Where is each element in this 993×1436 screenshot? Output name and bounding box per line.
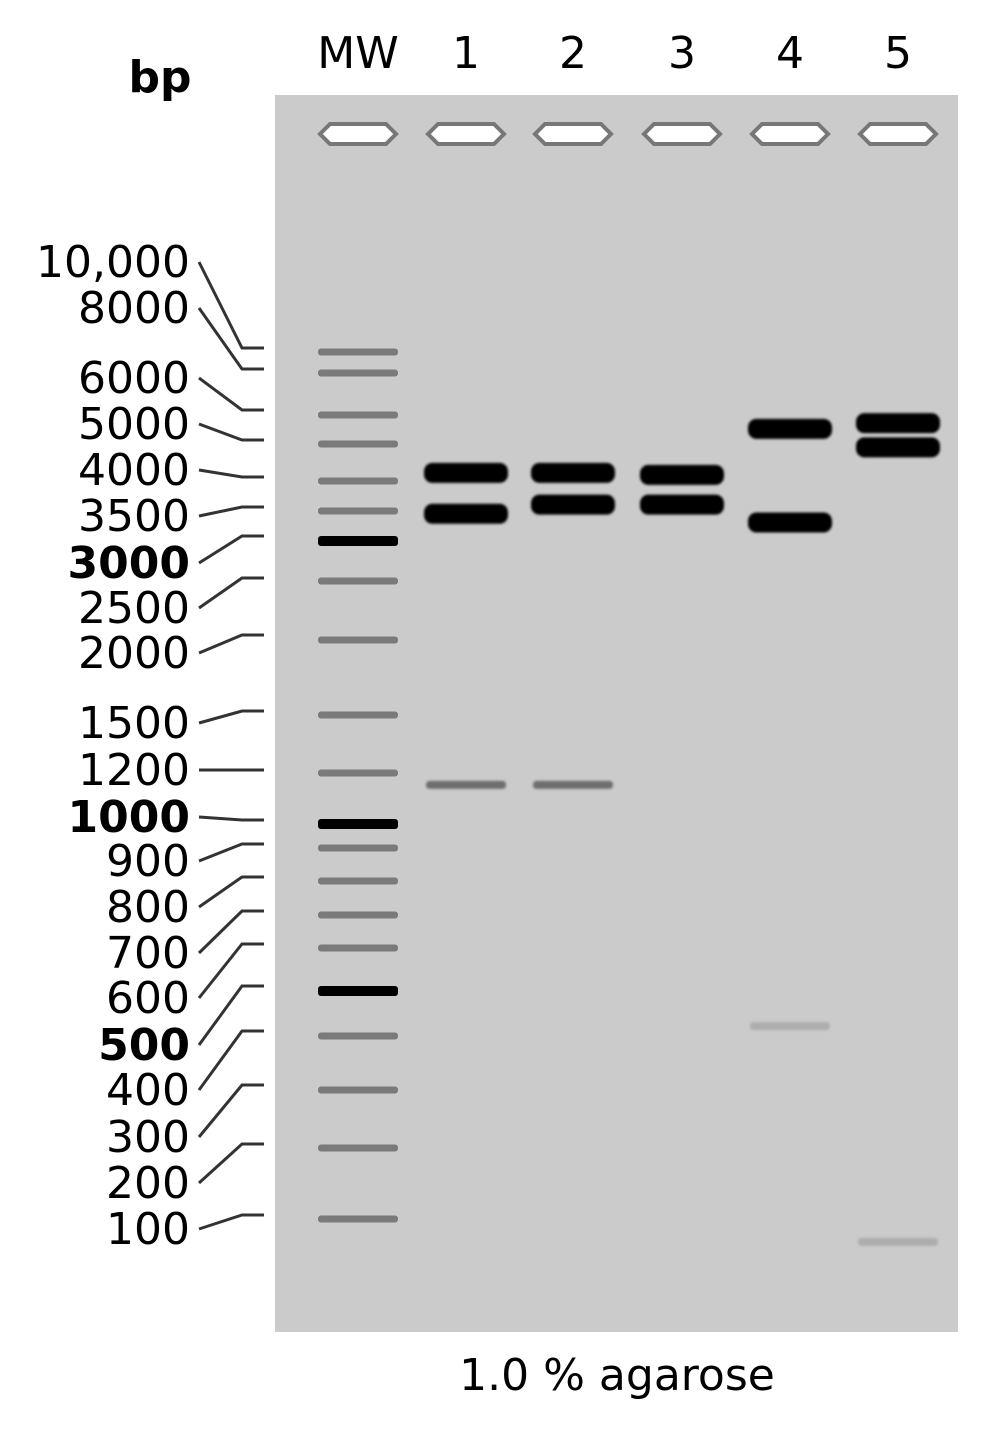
- ladder-label-2000: 2000: [78, 628, 190, 679]
- band-lane1-1150: [426, 780, 506, 789]
- well-1: [425, 122, 507, 146]
- ladder-band-200: [318, 1144, 398, 1152]
- ladder-label-8000: 8000: [78, 283, 190, 334]
- ladder-band-6000: [318, 411, 398, 419]
- well-5: [857, 122, 939, 146]
- ladder-leader-100: [198, 1213, 264, 1231]
- band-lane5-5700: [856, 413, 940, 434]
- ladder-leader-400: [197, 1029, 264, 1091]
- ladder-leader-3500: [198, 505, 264, 518]
- ladder-band-600: [318, 944, 398, 952]
- band-lane2-4200: [531, 462, 615, 483]
- band-lane1-3450: [424, 503, 508, 524]
- ladder-band-5000: [318, 440, 398, 448]
- well-mw: [317, 122, 399, 146]
- ladder-band-1500: [318, 711, 398, 719]
- lane-label-mw: MW: [317, 28, 398, 79]
- bp-header: bp: [129, 52, 192, 103]
- wells: [317, 122, 939, 146]
- ladder-band-900: [318, 844, 398, 852]
- ladder-label-500: 500: [98, 1020, 190, 1071]
- ladder-leader-2500: [198, 576, 264, 610]
- ladder-label-1000: 1000: [68, 792, 190, 843]
- band-lane5-4900: [856, 437, 940, 458]
- lane-label-3: 3: [668, 28, 696, 79]
- ladder-label-900: 900: [106, 836, 190, 887]
- well-4: [749, 122, 831, 146]
- ladder-label-3000: 3000: [68, 538, 190, 589]
- ladder-leader-900: [198, 842, 264, 863]
- ladder-label-5000: 5000: [78, 399, 190, 450]
- lane-label-4: 4: [776, 28, 804, 79]
- ladder-leader-200: [197, 1142, 264, 1185]
- ladder-leader-2000: [198, 633, 264, 655]
- ladder-label-400: 400: [106, 1065, 190, 1116]
- ladder-leader-3000: [198, 534, 264, 565]
- ladder-band-3500: [318, 507, 398, 515]
- ladder-leader-800: [198, 875, 264, 909]
- ladder-label-6000: 6000: [78, 353, 190, 404]
- ladder-leader-8000: [197, 307, 264, 371]
- ladder-label-1200: 1200: [78, 745, 190, 796]
- gel-caption: 1.0 % agarose: [459, 1350, 775, 1401]
- band-lane5-80: [858, 1237, 938, 1246]
- ladder-label-300: 300: [106, 1112, 190, 1163]
- ladder-band-500: [318, 986, 398, 996]
- ladder-band-2000: [318, 636, 398, 644]
- ladder-band-800: [318, 877, 398, 885]
- band-lane4-3300: [748, 512, 832, 533]
- ladder-leader-10000: [197, 261, 264, 350]
- ladder-leader-600: [197, 942, 264, 999]
- ladder-label-4000: 4000: [78, 445, 190, 496]
- ladder-label-3500: 3500: [78, 491, 190, 542]
- ladder-leader-700: [197, 909, 264, 955]
- ladder-label-1500: 1500: [78, 698, 190, 749]
- band-lane2-1150: [533, 780, 613, 789]
- ladder-leader-1500: [198, 709, 264, 725]
- ladder-leader-6000: [198, 376, 264, 412]
- ladder-label-2500: 2500: [78, 583, 190, 634]
- ladder-leader-1000: [198, 815, 264, 822]
- ladder-leader-5000: [198, 422, 264, 442]
- ladder-band-4000: [318, 477, 398, 485]
- ladder-label-10000: 10,000: [36, 237, 190, 288]
- lane-label-1: 1: [452, 28, 480, 79]
- band-lane4-5500: [748, 418, 832, 439]
- band-lane3-3600: [640, 494, 724, 515]
- lane-labels: MW 1 2 3 4 5: [317, 28, 912, 79]
- band-lane3-4150: [640, 464, 724, 485]
- ladder-band-700: [318, 911, 398, 919]
- ladder-band-10000: [318, 348, 398, 356]
- band-lane4-420: [750, 1022, 830, 1031]
- band-lane2-3600: [531, 494, 615, 515]
- ladder-leader-300: [197, 1083, 264, 1138]
- ladder-band-2500: [318, 577, 398, 585]
- ladder-band-1200: [318, 769, 398, 777]
- ladder-label-200: 200: [106, 1158, 190, 1209]
- ladder-band-1000: [318, 819, 398, 829]
- ladder-leaders: [197, 261, 264, 1231]
- lane-label-2: 2: [559, 28, 587, 79]
- ladder-band-3000: [318, 536, 398, 546]
- lane-label-5: 5: [884, 28, 912, 79]
- ladder-bands: [318, 348, 398, 1223]
- ladder-leader-4000: [198, 468, 264, 479]
- ladder-label-700: 700: [106, 928, 190, 979]
- ladder-band-300: [318, 1086, 398, 1094]
- ladder-leader-500: [197, 984, 264, 1046]
- ladder-band-8000: [318, 369, 398, 377]
- band-lane1-4200: [424, 462, 508, 483]
- well-3: [641, 122, 723, 146]
- ladder-band-400: [318, 1032, 398, 1040]
- ladder-label-800: 800: [106, 882, 190, 933]
- ladder-band-100: [318, 1215, 398, 1223]
- well-2: [532, 122, 614, 146]
- ladder-label-100: 100: [106, 1204, 190, 1255]
- ladder-label-600: 600: [106, 973, 190, 1024]
- sample-bands: [424, 413, 940, 1246]
